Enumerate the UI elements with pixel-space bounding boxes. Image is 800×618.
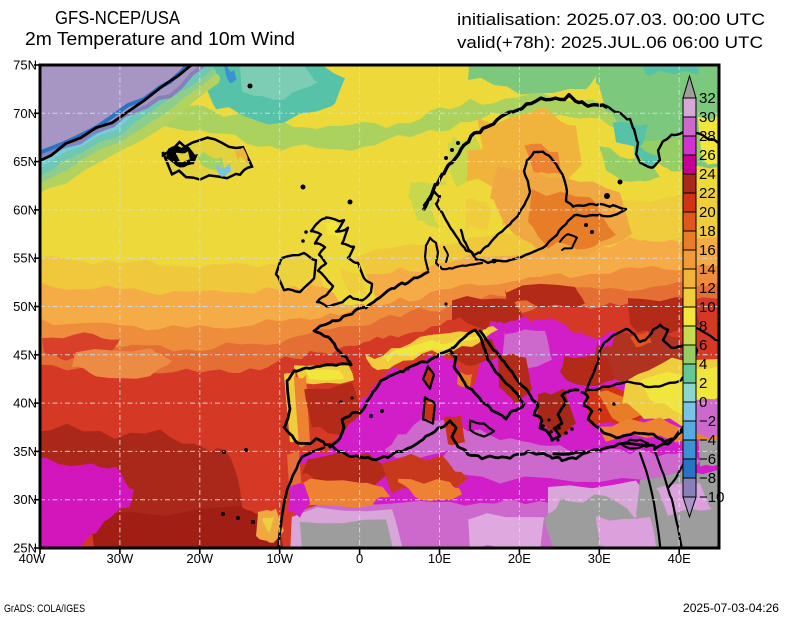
svg-text:−2: −2 bbox=[699, 413, 716, 430]
svg-text:4: 4 bbox=[699, 356, 707, 373]
svg-text:2m Temperature and 10m Wind: 2m Temperature and 10m Wind bbox=[25, 29, 295, 49]
svg-text:20E: 20E bbox=[508, 551, 531, 566]
svg-text:2: 2 bbox=[699, 375, 707, 392]
svg-text:30: 30 bbox=[699, 109, 716, 126]
svg-text:50N: 50N bbox=[13, 299, 37, 314]
svg-text:40W: 40W bbox=[19, 551, 46, 566]
svg-text:20W: 20W bbox=[186, 551, 213, 566]
svg-text:20: 20 bbox=[699, 204, 716, 221]
svg-text:2025-07-03-04:26: 2025-07-03-04:26 bbox=[683, 603, 779, 615]
svg-text:22: 22 bbox=[699, 185, 716, 202]
svg-text:12: 12 bbox=[699, 280, 716, 297]
svg-text:6: 6 bbox=[699, 337, 707, 354]
svg-text:GrADS: COLA/IGES: GrADS: COLA/IGES bbox=[4, 603, 85, 615]
svg-text:GFS-NCEP/USA: GFS-NCEP/USA bbox=[55, 8, 180, 28]
svg-text:75N: 75N bbox=[13, 58, 37, 73]
svg-text:−4: −4 bbox=[699, 432, 716, 449]
svg-text:45N: 45N bbox=[13, 347, 37, 362]
svg-text:30W: 30W bbox=[107, 551, 134, 566]
svg-text:16: 16 bbox=[699, 242, 716, 259]
svg-text:14: 14 bbox=[699, 261, 716, 278]
svg-text:26: 26 bbox=[699, 147, 716, 164]
svg-text:25N: 25N bbox=[13, 541, 37, 556]
svg-text:32: 32 bbox=[699, 90, 716, 107]
svg-text:40N: 40N bbox=[13, 396, 37, 411]
svg-text:10: 10 bbox=[699, 299, 716, 316]
svg-text:30N: 30N bbox=[13, 492, 37, 507]
svg-text:−6: −6 bbox=[699, 451, 716, 468]
svg-text:initialisation: 2025.07.03. 00: initialisation: 2025.07.03. 00:00 UTC bbox=[457, 10, 765, 29]
svg-text:0: 0 bbox=[699, 394, 707, 411]
svg-text:40E: 40E bbox=[668, 551, 691, 566]
svg-text:24: 24 bbox=[699, 166, 716, 183]
svg-text:30E: 30E bbox=[588, 551, 611, 566]
svg-text:55N: 55N bbox=[13, 251, 37, 266]
svg-text:8: 8 bbox=[699, 318, 707, 335]
svg-text:10W: 10W bbox=[266, 551, 293, 566]
svg-text:18: 18 bbox=[699, 223, 716, 240]
svg-text:60N: 60N bbox=[13, 202, 37, 217]
svg-text:valid(+78h): 2025.JUL.06 06:00: valid(+78h): 2025.JUL.06 06:00 UTC bbox=[457, 33, 763, 52]
svg-text:10E: 10E bbox=[428, 551, 451, 566]
svg-text:70N: 70N bbox=[13, 106, 37, 121]
svg-text:28: 28 bbox=[699, 128, 716, 145]
svg-text:65N: 65N bbox=[13, 154, 37, 169]
svg-text:35N: 35N bbox=[13, 444, 37, 459]
svg-text:0: 0 bbox=[356, 551, 363, 566]
svg-text:−8: −8 bbox=[699, 470, 716, 487]
svg-text:−10: −10 bbox=[699, 489, 724, 506]
